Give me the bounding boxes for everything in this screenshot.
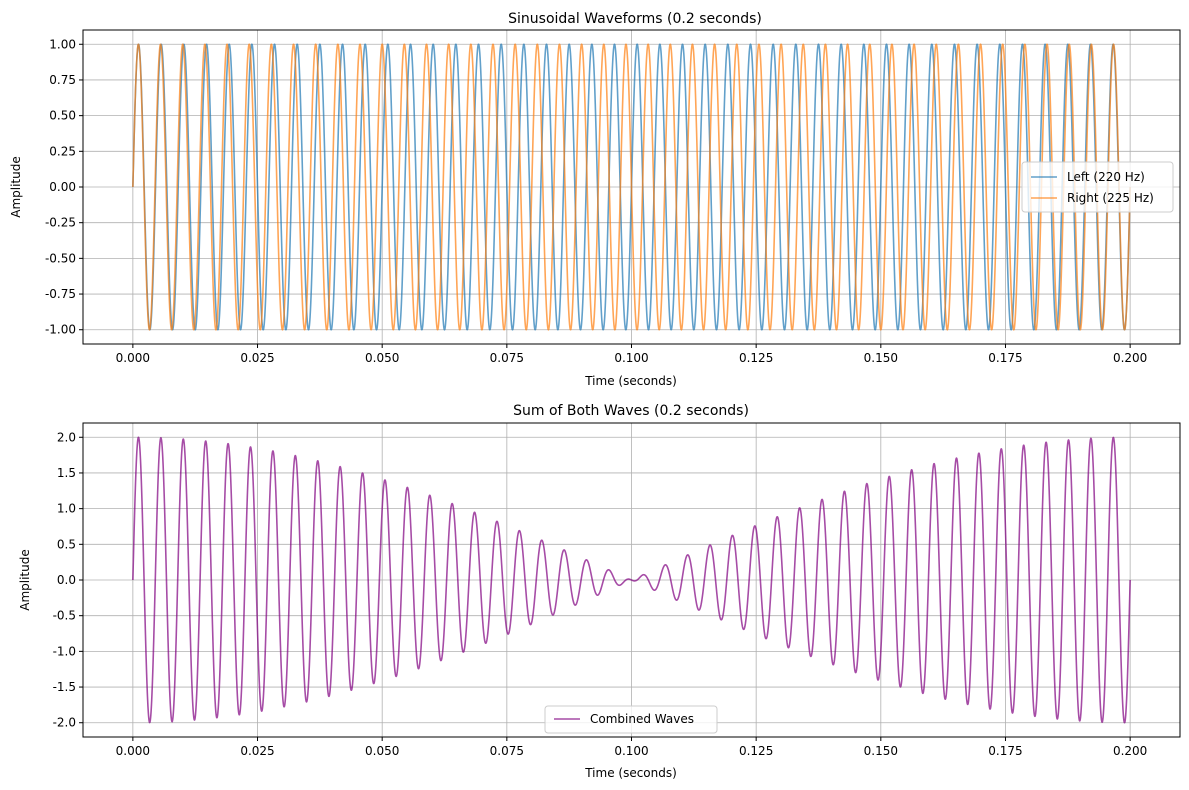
- legend-left-label: Left (220 Hz): [1067, 170, 1145, 184]
- y-tick-label: -0.50: [45, 251, 76, 265]
- y-tick-label: 1.00: [49, 37, 76, 51]
- x-tick-label: 0.175: [988, 351, 1022, 365]
- chart-top-legend-box: [1021, 161, 1174, 213]
- x-tick-label: 0.075: [490, 744, 524, 758]
- chart-bottom-legend: Combined Waves: [544, 705, 718, 734]
- chart-top-yticks: -1.00 -0.75 -0.50 -0.25 0.00 0.25 0.50 0.75 1.00: [45, 37, 83, 337]
- y-tick-label: -1.5: [53, 680, 76, 694]
- y-tick-label: -1.0: [53, 644, 76, 658]
- x-tick-label: 0.050: [365, 351, 399, 365]
- chart-bottom-xlabel: Time (seconds): [584, 766, 677, 780]
- x-tick-label: 0.150: [864, 351, 898, 365]
- x-tick-label: 0.000: [116, 351, 150, 365]
- y-tick-label: 0.25: [49, 144, 76, 158]
- chart-bottom-ylabel: Amplitude: [18, 549, 32, 611]
- x-tick-label: 0.200: [1113, 744, 1147, 758]
- chart-top-xticks: 0.000 0.025 0.050 0.075 0.100 0.125 0.150 0.175…: [116, 344, 1147, 365]
- chart-bottom-xticks: 0.000 0.025 0.050 0.075 0.100 0.125 0.150 0.175…: [116, 737, 1147, 758]
- y-tick-label: 2.0: [57, 430, 76, 444]
- y-tick-label: 0.0: [57, 573, 76, 587]
- chart-top-xlabel: Time (seconds): [584, 374, 677, 388]
- y-tick-label: 0.75: [49, 73, 76, 87]
- chart-bottom: Sum of Both Waves (0.2 seconds) 0.000 0.0…: [18, 403, 1181, 780]
- legend-right-label: Right (225 Hz): [1067, 191, 1154, 205]
- chart-bottom-title: Sum of Both Waves (0.2 seconds): [513, 403, 749, 419]
- y-tick-label: 0.5: [57, 537, 76, 551]
- y-tick-label: -0.75: [45, 287, 76, 301]
- x-tick-label: 0.200: [1113, 351, 1147, 365]
- x-tick-label: 0.175: [988, 744, 1022, 758]
- x-tick-label: 0.025: [240, 744, 274, 758]
- y-tick-label: 1.0: [57, 502, 76, 516]
- chart-top-ylabel: Amplitude: [9, 156, 23, 218]
- y-tick-label: -1.00: [45, 323, 76, 337]
- x-tick-label: 0.050: [365, 744, 399, 758]
- x-tick-label: 0.125: [739, 351, 773, 365]
- x-tick-label: 0.025: [240, 351, 274, 365]
- chart-top: Sinusoidal Waveforms (0.2 seconds) 0.000…: [9, 11, 1181, 388]
- series-line-right-225-hz: [132, 43, 1131, 331]
- y-tick-label: -2.0: [53, 716, 76, 730]
- legend-combined-label: Combined Waves: [590, 712, 694, 726]
- y-tick-label: 0.00: [49, 180, 76, 194]
- x-tick-label: 0.125: [739, 744, 773, 758]
- chart-top-legend: Left (220 Hz) Right (225 Hz): [1021, 161, 1174, 213]
- x-tick-label: 0.150: [864, 744, 898, 758]
- series-line-combined-waves: [132, 436, 1131, 724]
- x-tick-label: 0.075: [490, 351, 524, 365]
- chart-top-series: [132, 43, 1131, 331]
- chart-bottom-legend-box: [544, 705, 718, 734]
- x-tick-label: 0.100: [614, 351, 648, 365]
- chart-top-title: Sinusoidal Waveforms (0.2 seconds): [508, 11, 762, 27]
- y-tick-label: -0.5: [53, 609, 76, 623]
- y-tick-label: 0.50: [49, 109, 76, 123]
- x-tick-label: 0.000: [116, 744, 150, 758]
- y-tick-label: -0.25: [45, 216, 76, 230]
- x-tick-label: 0.100: [614, 744, 648, 758]
- chart-bottom-yticks: -2.0 -1.5 -1.0 -0.5 0.0 0.5 1.0 1.5 2.0: [53, 430, 83, 730]
- y-tick-label: 1.5: [57, 466, 76, 480]
- chart-bottom-series: [132, 436, 1131, 724]
